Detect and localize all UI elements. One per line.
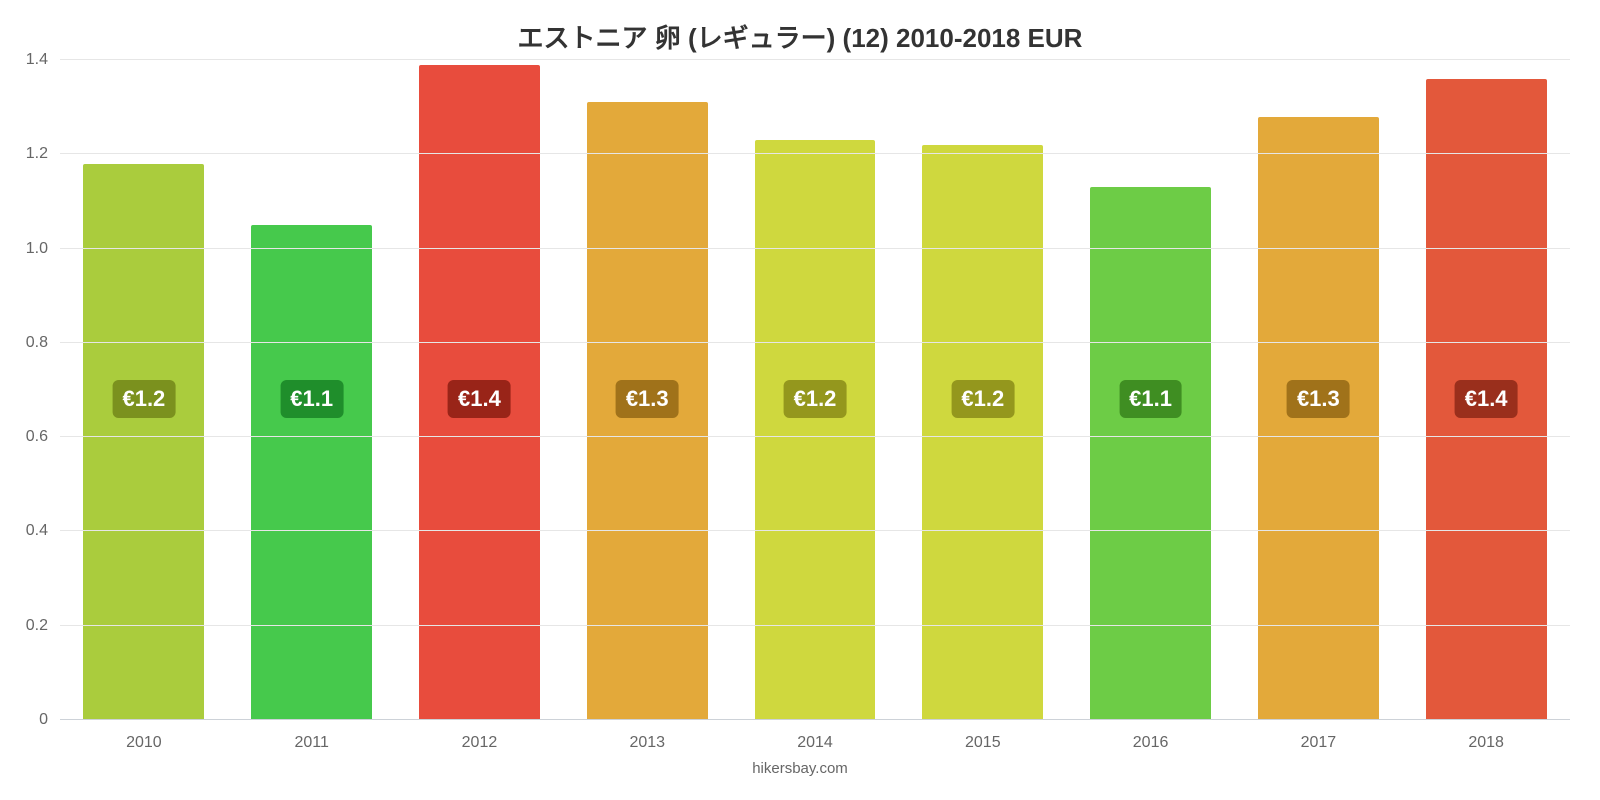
x-tick-label: 2016 bbox=[1133, 720, 1169, 752]
x-axis-baseline bbox=[60, 719, 1570, 720]
y-tick-label: 0.8 bbox=[26, 334, 60, 352]
x-tick-label: 2012 bbox=[462, 720, 498, 752]
bar bbox=[1090, 187, 1211, 720]
x-tick-label: 2018 bbox=[1468, 720, 1504, 752]
y-tick-label: 0.4 bbox=[26, 522, 60, 540]
grid-line bbox=[60, 530, 1570, 531]
bar-value-label: €1.2 bbox=[951, 380, 1014, 418]
grid-line bbox=[60, 153, 1570, 154]
bar bbox=[755, 140, 876, 720]
bar-slot: €1.22014 bbox=[731, 60, 899, 720]
plot-area: €1.22010€1.12011€1.42012€1.32013€1.22014… bbox=[60, 60, 1570, 720]
y-tick-label: 0 bbox=[39, 711, 60, 729]
bar-slot: €1.32017 bbox=[1234, 60, 1402, 720]
grid-line bbox=[60, 59, 1570, 60]
bar-slot: €1.32013 bbox=[563, 60, 731, 720]
grid-line bbox=[60, 248, 1570, 249]
bar bbox=[251, 225, 372, 720]
x-tick-label: 2010 bbox=[126, 720, 162, 752]
bar-slot: €1.42012 bbox=[396, 60, 564, 720]
chart-title: エストニア 卵 (レギュラー) (12) 2010-2018 EUR bbox=[0, 18, 1600, 55]
bar-value-label: €1.3 bbox=[1287, 380, 1350, 418]
bar-slot: €1.12016 bbox=[1067, 60, 1235, 720]
x-tick-label: 2014 bbox=[797, 720, 833, 752]
bar-slot: €1.22015 bbox=[899, 60, 1067, 720]
x-tick-label: 2011 bbox=[294, 720, 328, 752]
y-tick-label: 0.2 bbox=[26, 617, 60, 635]
x-tick-label: 2017 bbox=[1301, 720, 1337, 752]
x-tick-label: 2015 bbox=[965, 720, 1001, 752]
grid-line bbox=[60, 625, 1570, 626]
bar-value-label: €1.1 bbox=[280, 380, 343, 418]
bar-slot: €1.22010 bbox=[60, 60, 228, 720]
bar bbox=[922, 145, 1043, 720]
grid-line bbox=[60, 436, 1570, 437]
bar-value-label: €1.3 bbox=[616, 380, 679, 418]
bar-slot: €1.12011 bbox=[228, 60, 396, 720]
attribution-text: hikersbay.com bbox=[0, 760, 1600, 777]
y-tick-label: 1.0 bbox=[26, 240, 60, 258]
bars-container: €1.22010€1.12011€1.42012€1.32013€1.22014… bbox=[60, 60, 1570, 720]
x-tick-label: 2013 bbox=[629, 720, 665, 752]
bar-value-label: €1.1 bbox=[1119, 380, 1182, 418]
bar-value-label: €1.4 bbox=[1455, 380, 1518, 418]
bar-slot: €1.42018 bbox=[1402, 60, 1570, 720]
bar-value-label: €1.4 bbox=[448, 380, 511, 418]
bar-value-label: €1.2 bbox=[112, 380, 175, 418]
grid-line bbox=[60, 342, 1570, 343]
y-tick-label: 0.6 bbox=[26, 428, 60, 446]
y-tick-label: 1.4 bbox=[26, 51, 60, 69]
bar-chart: エストニア 卵 (レギュラー) (12) 2010-2018 EUR €1.22… bbox=[0, 0, 1600, 800]
bar-value-label: €1.2 bbox=[784, 380, 847, 418]
y-tick-label: 1.2 bbox=[26, 145, 60, 163]
